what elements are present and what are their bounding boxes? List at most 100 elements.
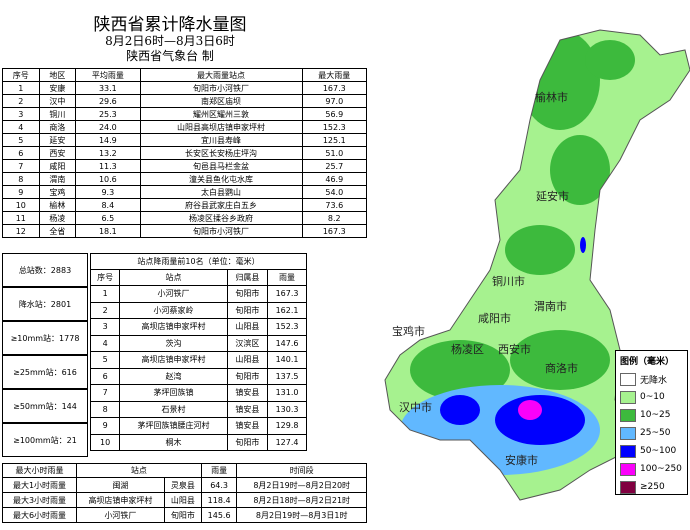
row: 最大1小时雨量 闽湖 灵泉县 64.3 8月2日19时—8月2日20时 <box>2 477 367 493</box>
row: 3 高坝店镇申家坪村 山阳县 152.3 <box>89 318 307 336</box>
cell: 序号 <box>89 269 121 286</box>
cell: 8月2日19时—8月2日20时 <box>236 477 367 493</box>
cell: 石景村 <box>119 400 228 418</box>
cell: 最大3小时雨量 <box>2 492 77 508</box>
cell: 56.9 <box>301 107 368 121</box>
city-label: 宝鸡市 <box>392 324 425 338</box>
cell: 11.3 <box>75 159 141 173</box>
cell: 73.6 <box>301 198 368 212</box>
legend-item: 10~25 <box>616 406 687 424</box>
cell: 桐木 <box>119 433 228 451</box>
cell: 站点 <box>76 463 202 478</box>
cell: 2 <box>89 301 121 319</box>
cell: 64.3 <box>200 477 238 493</box>
cell: 宜川县寿峰 <box>139 133 303 147</box>
cell: 9.3 <box>75 185 141 199</box>
legend-item: ≥250 <box>616 478 687 496</box>
row: 10 榆林 8.4 府谷县武家庄白五乡 73.6 <box>2 198 368 212</box>
cell: 旬阳市 <box>226 301 269 319</box>
cell: 汉中 <box>38 94 77 108</box>
legend-swatch <box>620 426 636 440</box>
title-row: 站点降雨量前10名（单位：毫米） <box>90 253 307 270</box>
row: 最大6小时雨量 小河铁厂 旬阳市 145.6 8月2日19时—8月3日1时 <box>2 507 367 523</box>
cell: 时间段 <box>236 463 367 478</box>
cell: 小河铁厂 <box>76 507 165 523</box>
cell: 162.1 <box>267 301 307 319</box>
cell: 54.0 <box>301 185 368 199</box>
cell: 4 <box>89 334 121 352</box>
cell: 97.0 <box>301 94 368 108</box>
city-label: 西安市 <box>498 342 531 356</box>
cell: 旬阳市 <box>163 507 202 523</box>
row: 2 小河蔡家岭 旬阳市 162.1 <box>89 301 307 319</box>
cell: 咸阳 <box>38 159 77 173</box>
cell: 13.2 <box>75 146 141 160</box>
row: 最大3小时雨量 高坝店镇申家坪村 山阳县 118.4 8月2日18时—8月2日21时 <box>2 492 367 508</box>
stat: 降水站：2801 <box>2 287 88 321</box>
cell: 小河铁厂 <box>119 285 228 303</box>
cell: 140.1 <box>267 351 307 369</box>
cell: 灵泉县 <box>163 477 202 493</box>
legend-swatch <box>620 408 636 422</box>
cell: 茅坪回族镇腰庄河村 <box>119 417 228 435</box>
legend-item: 100~250 <box>616 460 687 478</box>
legend-label: 50~100 <box>640 446 677 456</box>
cell: 8.2 <box>301 211 368 225</box>
cell: 最大小时雨量 <box>2 463 77 478</box>
cell: 10 <box>2 198 40 212</box>
row: 2 汉中 29.6 南郑区庙坝 97.0 <box>2 94 368 108</box>
cell: 延安 <box>38 133 77 147</box>
cell: 1 <box>2 81 40 95</box>
cell: 145.6 <box>200 507 238 523</box>
cell: 最大6小时雨量 <box>2 507 77 523</box>
legend-swatch <box>620 462 636 476</box>
cell: 29.6 <box>75 94 141 108</box>
stat: ≥10mm站：1778 <box>2 321 88 355</box>
cell: 雨量 <box>200 463 238 478</box>
cell: 宝鸡 <box>38 185 77 199</box>
city-label: 安康市 <box>505 453 538 467</box>
row: 9 茅坪回族镇腰庄河村 镇安县 129.8 <box>89 417 307 435</box>
cell: 镇安县 <box>226 400 269 418</box>
city-label: 榆林市 <box>535 90 568 104</box>
cell: 127.4 <box>267 433 307 451</box>
legend-label: 100~250 <box>640 464 682 474</box>
cell: 18.1 <box>75 224 141 238</box>
row: 1 小河铁厂 旬阳市 167.3 <box>89 285 307 303</box>
header-row: 最大小时雨量 站点 雨量 时间段 <box>2 463 367 478</box>
stat: 总站数：2883 <box>2 253 88 287</box>
cell: 129.8 <box>267 417 307 435</box>
cell: 耀州区耀州三敦 <box>139 107 303 121</box>
city-label: 汉中市 <box>399 400 432 414</box>
cell: 高坝店镇申家坪村 <box>119 318 228 336</box>
header-row: 序号 站点 归属县 雨量 <box>89 269 307 286</box>
cell: 长安区长安杨庄坪沟 <box>139 146 303 160</box>
issuer: 陕西省气象台 制 <box>126 49 214 63</box>
city-label: 渭南市 <box>534 299 567 313</box>
legend-item: 无降水 <box>616 370 687 388</box>
cell: 10.6 <box>75 172 141 186</box>
cell: 旬阳市小河铁厂 <box>139 81 303 95</box>
subtitle: 8月2日6时—8月3日6时 <box>105 34 235 48</box>
row: 10 桐木 旬阳市 127.4 <box>89 433 307 451</box>
cell: 1 <box>89 285 121 303</box>
city-label: 商洛市 <box>545 361 578 375</box>
cell: 24.0 <box>75 120 141 134</box>
hourly-table: 最大小时雨量 站点 雨量 时间段 最大1小时雨量 闽湖 灵泉县 64.3 8月2日19时—8月2… <box>2 463 367 523</box>
cell: 地区 <box>38 68 77 82</box>
cell: 汉滨区 <box>226 334 269 352</box>
stat: ≥50mm站：144 <box>2 389 88 423</box>
cell: 太白县鹦山 <box>139 185 303 199</box>
cell: 9 <box>89 417 121 435</box>
cell: 最大1小时雨量 <box>2 477 77 493</box>
cell: 25.7 <box>301 159 368 173</box>
cell: 杨凌区揉谷乡政府 <box>139 211 303 225</box>
cell: 33.1 <box>75 81 141 95</box>
cell: 府谷县武家庄白五乡 <box>139 198 303 212</box>
row: 4 茨沟 汉滨区 147.6 <box>89 334 307 352</box>
cell: 167.3 <box>301 224 368 238</box>
legend-label: 0~10 <box>640 392 665 402</box>
cell: 安康 <box>38 81 77 95</box>
